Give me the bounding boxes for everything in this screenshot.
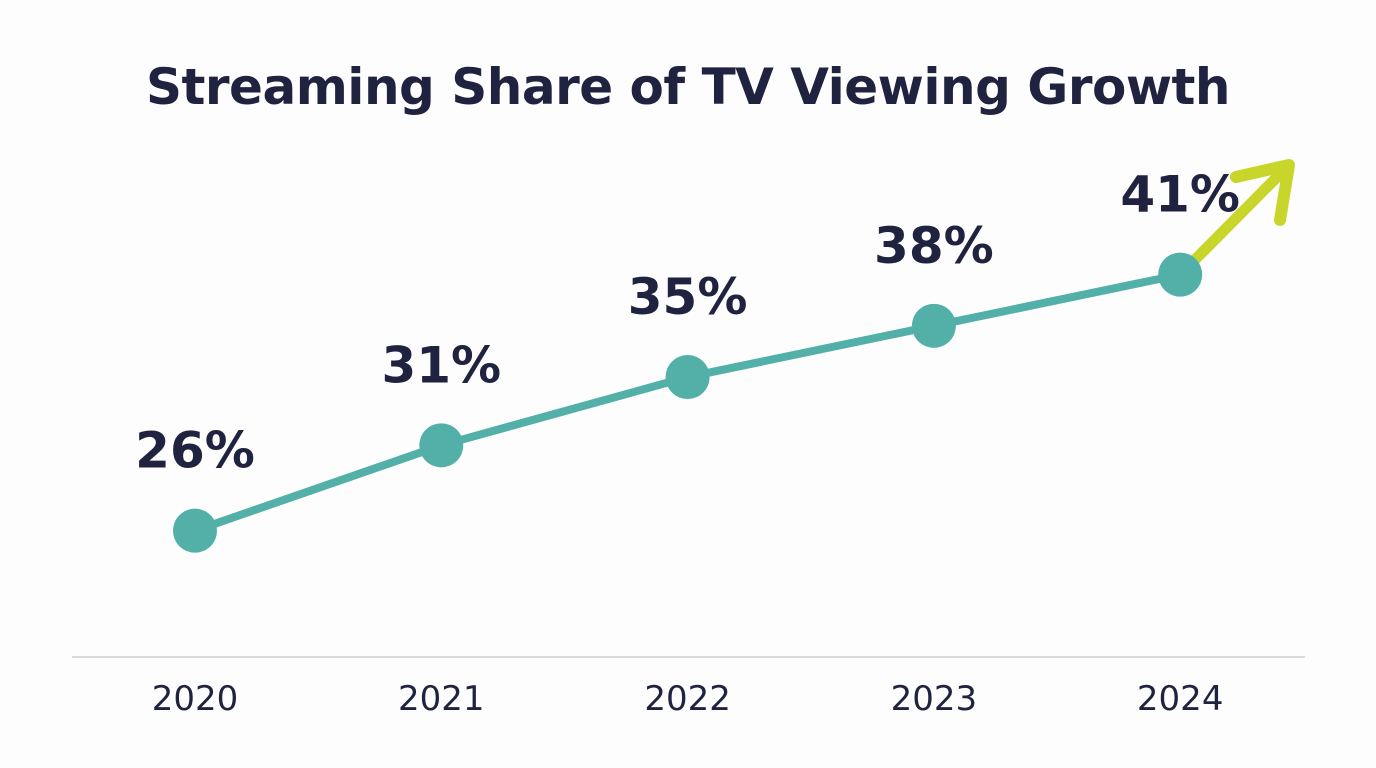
data-point — [911, 303, 956, 348]
data-label: 26% — [135, 422, 255, 480]
data-label: 31% — [381, 336, 501, 394]
data-point — [1158, 252, 1203, 297]
x-tick-label: 2022 — [644, 679, 731, 719]
trend-arrow-shaft — [1174, 161, 1293, 281]
trend-arrow-head — [1230, 159, 1295, 226]
data-label: 35% — [628, 268, 748, 326]
x-tick-label: 2020 — [152, 679, 239, 719]
data-point — [173, 508, 217, 553]
data-label: 38% — [874, 217, 994, 275]
data-point — [665, 355, 710, 400]
x-tick-label: 2023 — [891, 679, 978, 719]
chart-title: Streaming Share of TV Viewing Growth — [145, 58, 1231, 116]
data-point — [419, 423, 464, 468]
x-tick-label: 2024 — [1137, 679, 1224, 719]
x-tick-label: 2021 — [398, 679, 485, 719]
data-label: 41% — [1120, 166, 1240, 224]
